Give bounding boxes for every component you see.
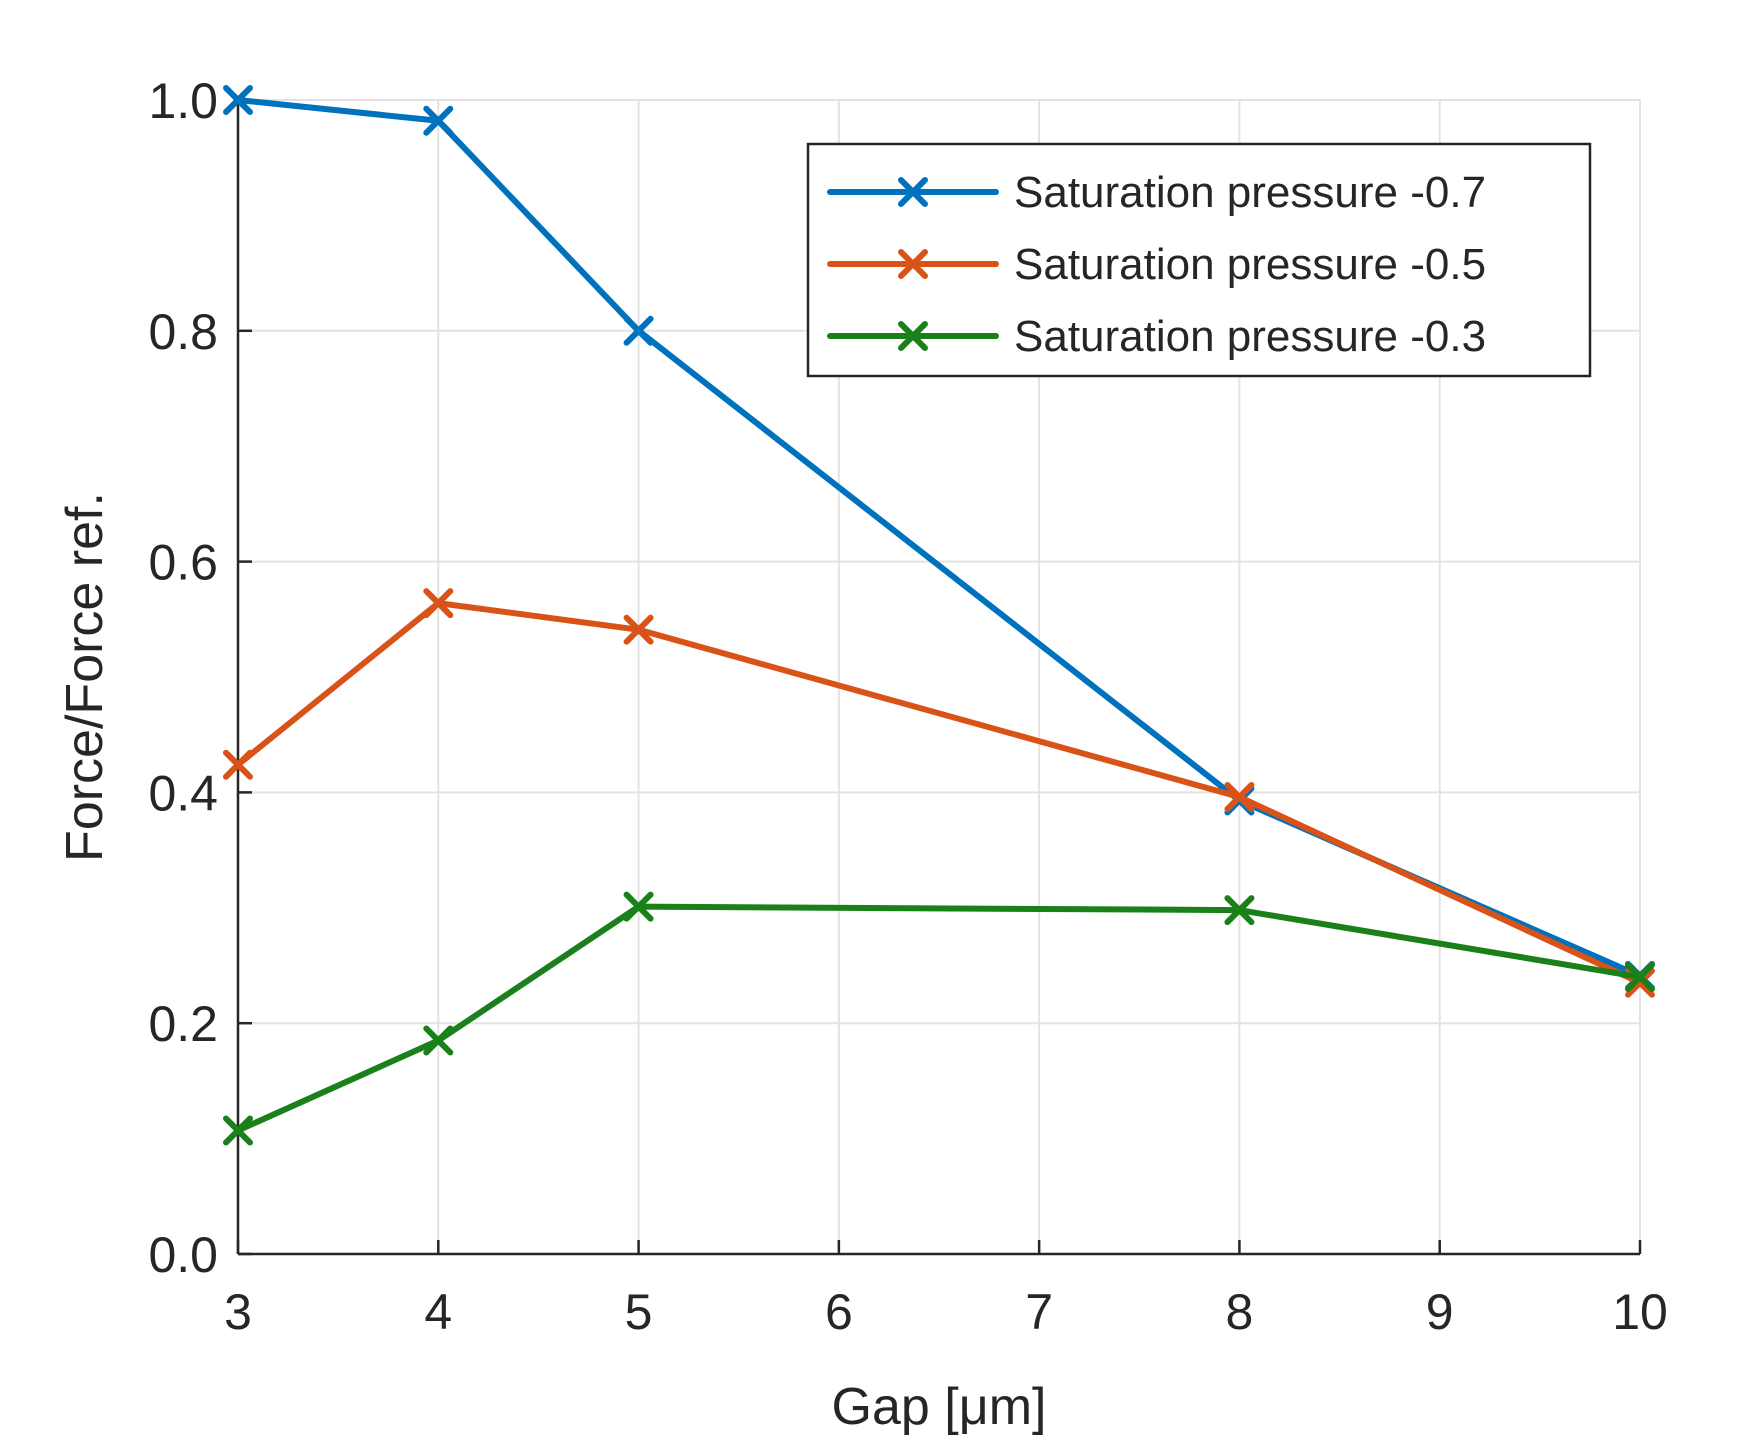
legend-item[interactable]: Saturation pressure -0.3 — [827, 312, 1486, 361]
x-axis-label: Gap [μm] — [832, 1378, 1047, 1436]
legend-marker-swatch — [898, 177, 928, 207]
data-point-marker — [1625, 962, 1655, 993]
data-point-marker — [423, 1025, 454, 1056]
y-tick-label: 0.4 — [148, 765, 218, 821]
x-tick-label: 9 — [1426, 1284, 1454, 1340]
x-tick-label: 8 — [1226, 1284, 1254, 1340]
x-tick-label: 5 — [625, 1284, 653, 1340]
x-tick-label: 4 — [424, 1284, 452, 1340]
legend[interactable]: Saturation pressure -0.7 Saturation press… — [806, 142, 1592, 378]
data-point-marker — [223, 85, 253, 115]
data-point-marker — [423, 588, 454, 619]
y-tick-label: 1.0 — [148, 73, 218, 129]
data-point-marker — [1224, 782, 1255, 813]
legend-label: Saturation pressure -0.5 — [1014, 240, 1486, 289]
y-axis-label: Force/Force ref. — [56, 492, 114, 862]
legend-item[interactable]: Saturation pressure -0.5 — [827, 240, 1486, 289]
x-tick-label: 3 — [224, 1284, 252, 1340]
y-tick-label: 0.2 — [148, 996, 218, 1052]
data-point-marker — [423, 105, 454, 136]
y-tick-label: 0.0 — [148, 1227, 218, 1283]
data-point-marker — [623, 614, 654, 645]
legend-label: Saturation pressure -0.7 — [1014, 168, 1486, 217]
data-point-marker — [623, 891, 654, 922]
data-point-marker — [623, 315, 654, 346]
axes: 3 4 5 6 7 8 9 10 0.0 0.2 0.4 0.6 0.8 1.0 — [148, 73, 1667, 1340]
data-point-marker — [1224, 895, 1255, 926]
x-tick-label: 10 — [1612, 1284, 1668, 1340]
data-point-marker — [223, 1115, 253, 1146]
y-tick-label: 0.8 — [148, 304, 218, 360]
series-layer — [223, 85, 1655, 1146]
legend-label: Saturation pressure -0.3 — [1014, 312, 1486, 361]
legend-marker-swatch — [898, 249, 928, 279]
y-tick-label: 0.6 — [148, 535, 218, 591]
data-point-marker — [223, 749, 253, 780]
x-tick-label: 6 — [825, 1284, 853, 1340]
legend-item[interactable]: Saturation pressure -0.7 — [827, 168, 1486, 217]
legend-marker-swatch — [898, 321, 928, 351]
x-tick-label: 7 — [1025, 1284, 1053, 1340]
series-3 — [223, 891, 1655, 1146]
